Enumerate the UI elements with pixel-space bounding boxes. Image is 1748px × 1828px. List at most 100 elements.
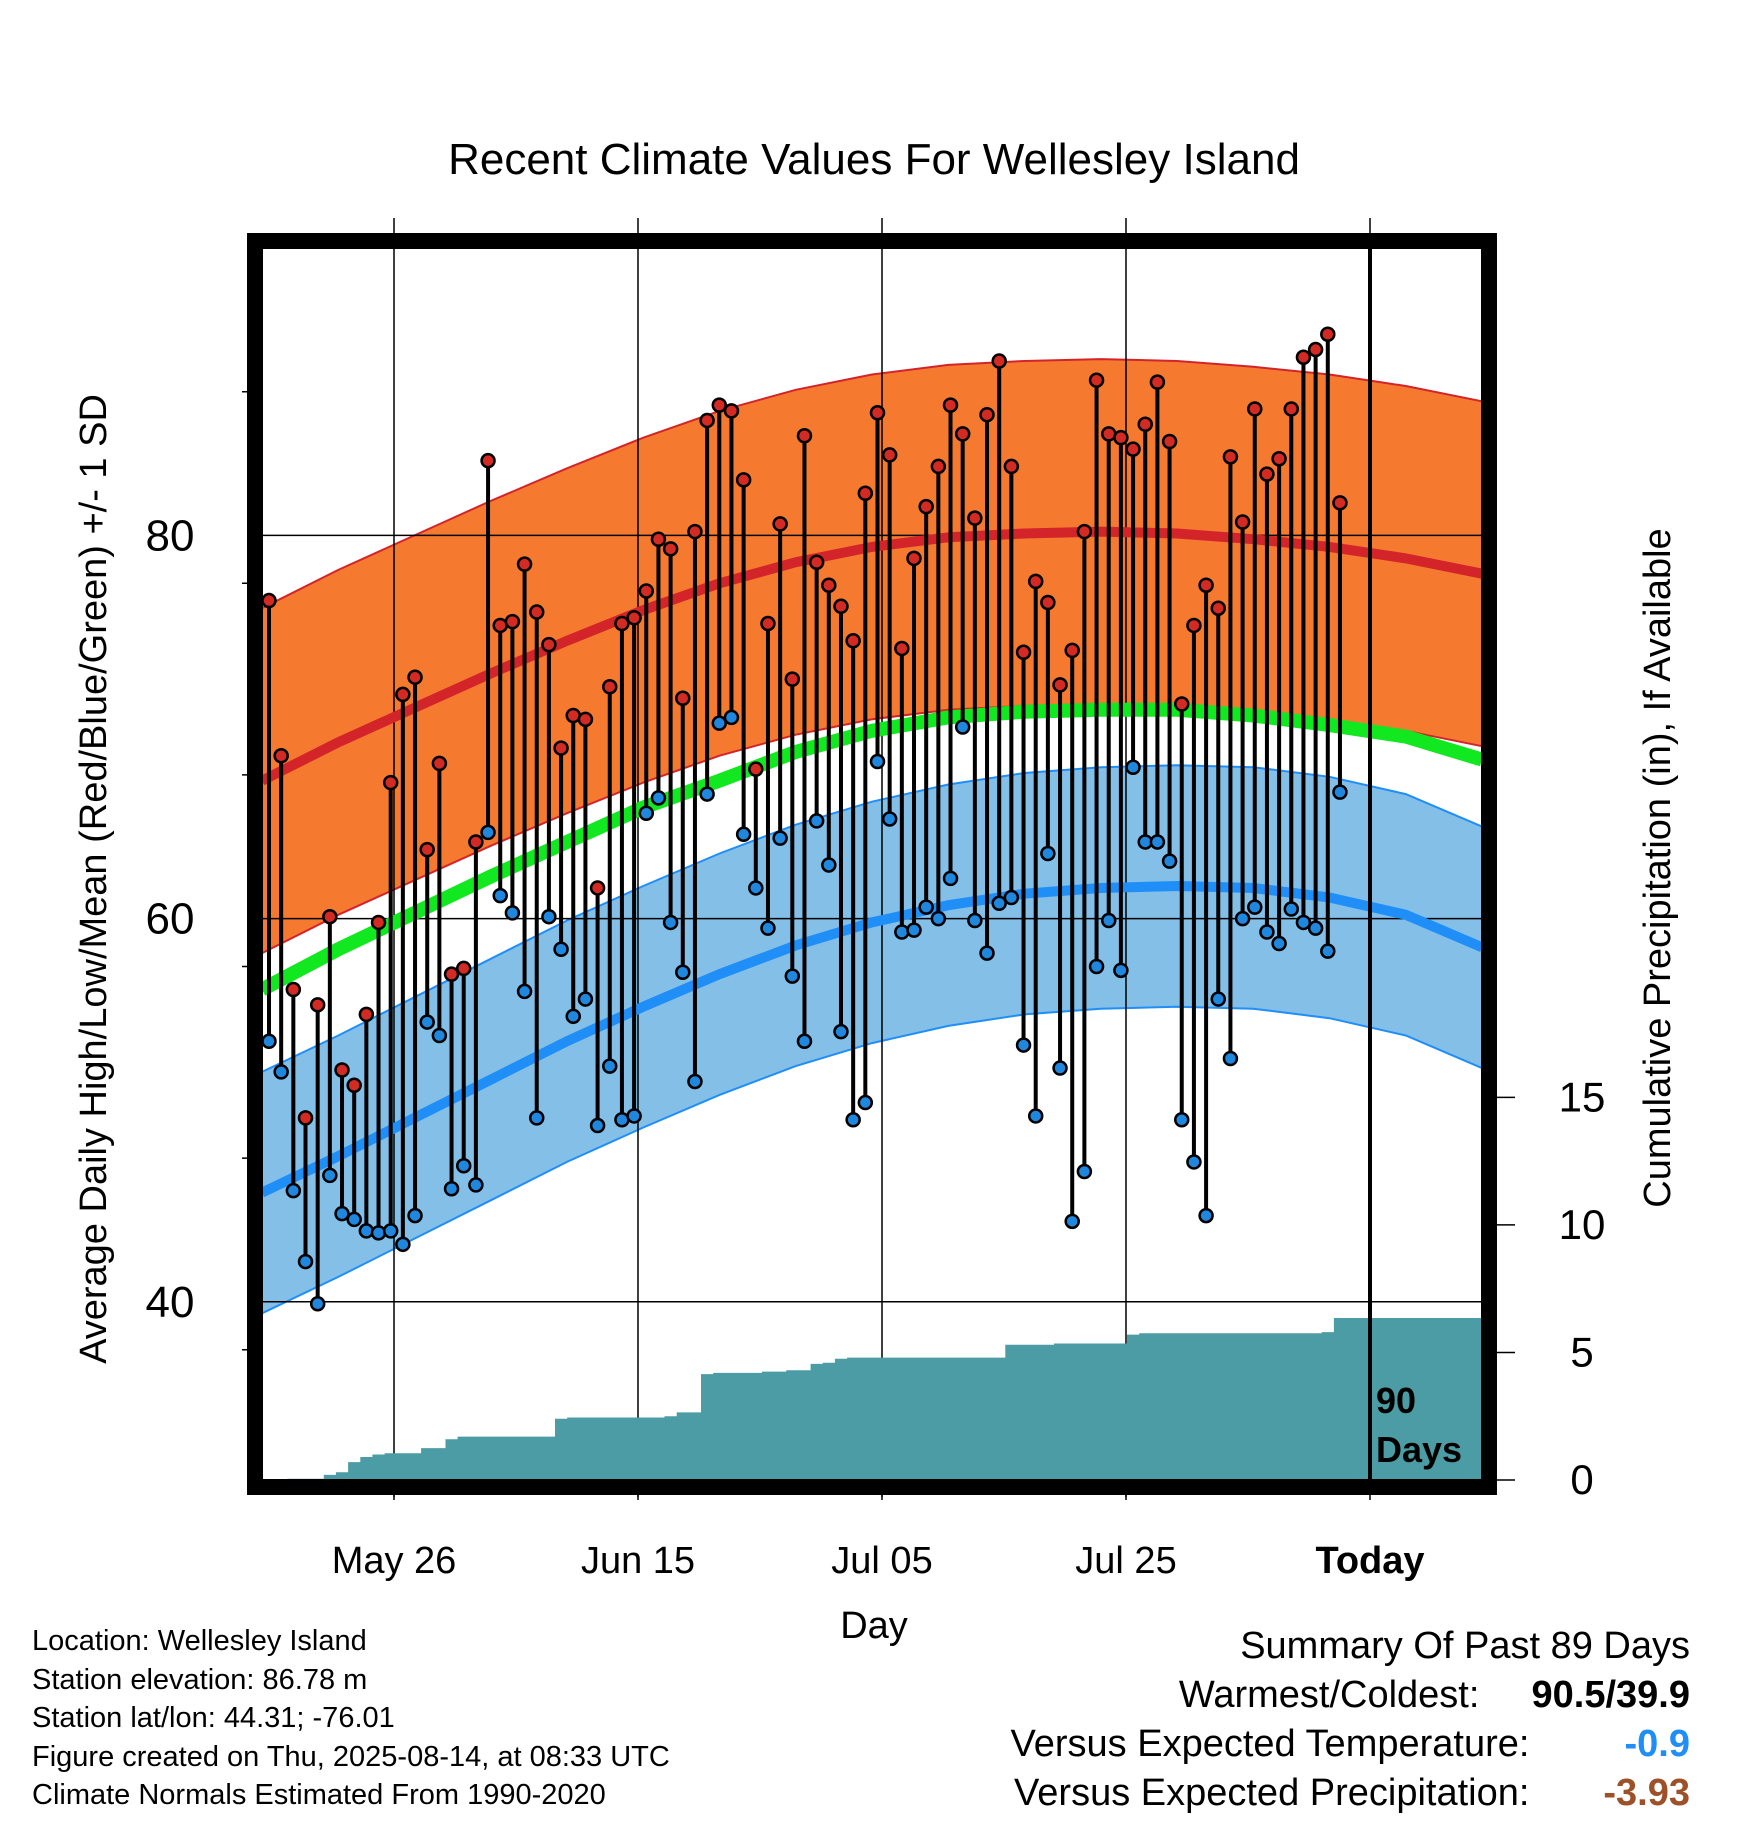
daily-high-point: [784, 671, 801, 687]
daily-low-point: [1222, 1050, 1239, 1067]
temp-departure-label: Versus Expected Temperature:: [1010, 1723, 1530, 1765]
daily-low-point: [711, 715, 728, 731]
daily-high-point: [857, 485, 874, 502]
daily-high-point: [1076, 523, 1093, 540]
x-tick-label: Jul 25: [1075, 1540, 1176, 1582]
daily-low-point: [954, 719, 971, 735]
daily-low-point: [1076, 1163, 1093, 1180]
daily-low-point: [1027, 1108, 1044, 1124]
daily-low-point: [942, 870, 959, 887]
daily-low-point: [443, 1181, 460, 1197]
daily-high-point: [906, 550, 922, 567]
y-axis-label: Average Daily High/Low/Mean (Red/Blue/Gr…: [73, 394, 115, 1364]
daily-high-point: [455, 960, 472, 977]
daily-low-point: [1161, 853, 1178, 869]
low-band-lower-edge: [261, 1005, 1483, 1315]
daily-high-point: [528, 604, 545, 620]
daily-high-point: [516, 556, 533, 572]
daily-low-point: [906, 922, 922, 938]
daily-high-point: [796, 428, 813, 444]
daily-high-point: [1064, 642, 1080, 659]
daily-low-point: [1015, 1037, 1032, 1053]
daily-low-point: [504, 905, 521, 921]
daily-high-point: [748, 761, 764, 777]
precip-departure-label: Versus Expected Precipitation:: [1014, 1772, 1530, 1814]
temp-departure-value: -0.9: [1624, 1723, 1690, 1765]
daily-high-point: [273, 747, 289, 764]
daily-high-point: [954, 426, 971, 442]
daily-low-point: [784, 968, 801, 984]
daily-high-point: [1307, 341, 1324, 358]
daily-high-point: [687, 523, 703, 540]
daily-low-point: [1052, 1060, 1068, 1076]
daily-high-point: [504, 613, 521, 630]
daily-low-point: [370, 1225, 387, 1241]
x-tick-label: Jun 15: [581, 1540, 695, 1582]
daily-low-point: [1247, 899, 1263, 915]
daily-high-point: [918, 498, 934, 515]
x-tick-label: Today: [1315, 1540, 1424, 1582]
daily-high-point: [602, 679, 618, 695]
normals-text: Climate Normals Estimated From 1990-2020: [32, 1779, 606, 1811]
location-text: Location: Wellesley Island: [32, 1625, 367, 1657]
daily-high-point: [322, 908, 338, 925]
x-tick-label: Jul 05: [831, 1540, 932, 1582]
daily-low-point: [1198, 1207, 1214, 1224]
y2-tick-label: 5: [1570, 1328, 1593, 1375]
daily-high-point: [869, 405, 886, 421]
daily-high-point: [541, 636, 557, 653]
today-days-number: 90: [1376, 1380, 1416, 1421]
daily-high-point: [468, 834, 484, 850]
daily-low-point: [395, 1236, 411, 1253]
y2-tick-label: 15: [1559, 1073, 1606, 1120]
daily-high-point: [1113, 429, 1129, 446]
daily-high-point: [480, 452, 496, 469]
daily-low-point: [979, 945, 995, 961]
daily-low-point: [626, 1108, 642, 1124]
daily-high-point: [1198, 577, 1214, 593]
daily-low-point: [845, 1112, 861, 1128]
daily-low-point: [1234, 910, 1251, 927]
daily-low-point: [285, 1182, 302, 1199]
daily-high-point: [772, 516, 788, 532]
y-tick-label: 80: [146, 511, 195, 560]
daily-high-point: [1271, 451, 1287, 467]
daily-high-point: [930, 458, 947, 475]
daily-high-point: [1259, 466, 1275, 482]
daily-low-point: [431, 1027, 448, 1044]
daily-high-point: [1234, 514, 1251, 530]
daily-low-point: [382, 1223, 399, 1239]
daily-high-point: [1247, 401, 1263, 417]
daily-low-point: [796, 1033, 813, 1049]
daily-low-point: [455, 1158, 472, 1174]
low-sd-band: [262, 765, 1482, 1314]
daily-high-point: [821, 577, 837, 593]
daily-high-point: [967, 510, 983, 526]
daily-low-point: [577, 991, 594, 1007]
plot-frame: [247, 233, 1497, 1495]
daily-high-point: [419, 841, 435, 858]
daily-low-point: [748, 880, 764, 896]
daily-low-point: [1003, 889, 1020, 906]
daily-low-point: [675, 964, 691, 981]
daily-low-point: [1307, 920, 1324, 936]
daily-low-point: [1100, 912, 1117, 929]
daily-low-point: [273, 1064, 289, 1080]
daily-low-point: [821, 857, 837, 873]
daily-high-point: [626, 610, 642, 626]
daily-high-point: [261, 592, 277, 609]
daily-low-point: [1271, 935, 1287, 952]
daily-low-point: [687, 1073, 703, 1090]
daily-high-point: [334, 1062, 350, 1078]
daily-low-point: [1113, 962, 1129, 979]
x-tick-label: May 26: [332, 1540, 457, 1582]
daily-low-point: [1295, 914, 1312, 931]
daily-low-point: [346, 1211, 362, 1228]
daily-low-point: [309, 1295, 326, 1312]
daily-high-point: [723, 403, 740, 419]
warmest-coldest-label: Warmest/Coldest:: [1178, 1674, 1480, 1716]
daily-low-point: [930, 910, 947, 927]
daily-high-point: [1003, 458, 1020, 475]
y-tick-label: 40: [146, 1278, 195, 1327]
